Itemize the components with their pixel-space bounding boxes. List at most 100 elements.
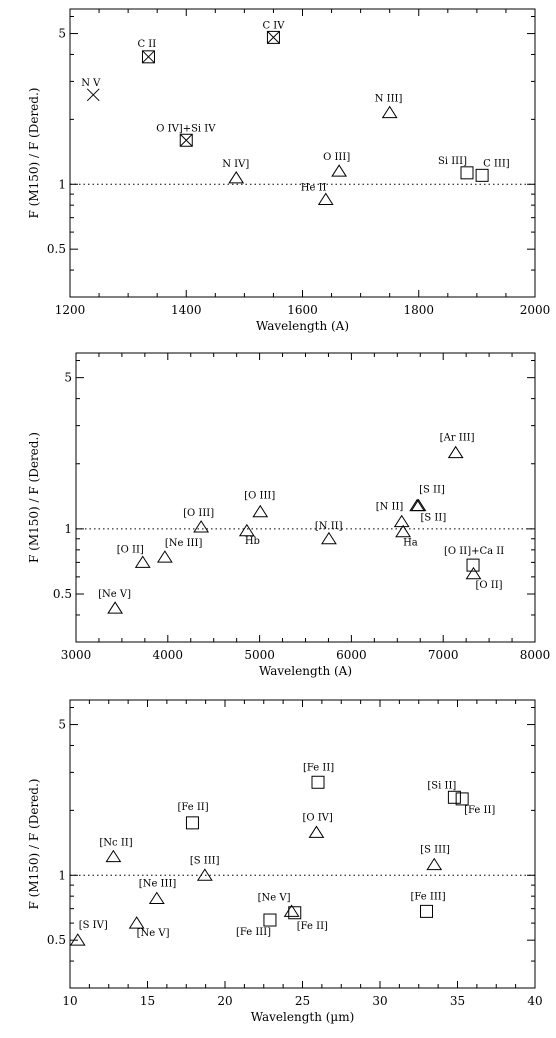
point-label: [Fe II]	[303, 762, 334, 773]
y-tick-label: 0.5	[47, 933, 66, 947]
square-marker	[185, 816, 199, 830]
triangle-marker	[228, 170, 245, 184]
y-tick-label: 1	[64, 522, 72, 536]
triangle-marker	[395, 524, 411, 538]
y-tick-label: 1	[58, 177, 66, 191]
point-label: C II	[137, 39, 156, 50]
x-tick-label: 25	[295, 994, 310, 1008]
x-tick-label: 7000	[428, 648, 459, 662]
x-tick-label: 8000	[520, 648, 551, 662]
point-label: [O III]	[244, 491, 275, 502]
triangle-marker	[320, 531, 337, 545]
point-label: [Nc II]	[99, 838, 132, 849]
point-label: [S II]	[419, 485, 445, 496]
x-tick-label: 1200	[55, 303, 86, 317]
y-tick-label: 0.5	[47, 242, 66, 256]
square-marker	[263, 913, 277, 927]
cross-marker	[142, 50, 155, 64]
y-tick-label: 1	[58, 868, 66, 882]
point-label: [N II]	[315, 521, 343, 532]
triangle-marker	[283, 904, 300, 917]
triangle-marker	[410, 498, 427, 512]
x-tick-label: 10	[62, 994, 77, 1008]
triangle-marker	[128, 916, 145, 929]
x-tick-label: 5000	[244, 648, 275, 662]
square-marker	[141, 50, 155, 64]
x-axis-title: Wavelength (µm)	[251, 1010, 355, 1024]
point-label: C III]	[483, 158, 510, 169]
square-marker	[288, 906, 302, 920]
square-marker	[455, 792, 469, 806]
square-marker	[311, 775, 325, 789]
x-axis-title: Wavelength (A)	[256, 319, 349, 333]
square-marker	[420, 904, 433, 918]
triangle-marker	[252, 504, 269, 518]
triangle-marker	[134, 555, 151, 568]
square-marker	[460, 166, 474, 180]
triangle-marker	[238, 523, 255, 537]
chart-panel-1: 1200 1400 1600 1800 2000 0.5 1 5 Wavelength (A) F…	[27, 8, 551, 333]
point-label: Ha	[403, 538, 418, 549]
square-marker	[466, 558, 480, 572]
triangle-marker	[105, 849, 122, 863]
cross-marker	[267, 31, 280, 44]
point-label: [Ar III]	[440, 433, 475, 444]
triangle-marker	[331, 164, 348, 177]
point-label: [Fe II]	[297, 921, 328, 932]
point-label: [O II]+Ca II	[444, 546, 504, 557]
triangle-marker	[393, 514, 410, 528]
square-marker	[447, 790, 461, 804]
y-axis-title: F (M150) / F (Dered.)	[27, 432, 41, 563]
triangle-marker	[156, 550, 173, 563]
point-label: Hb	[245, 536, 260, 547]
x-tick-label: 1600	[287, 303, 318, 317]
x-tick-label: 35	[450, 994, 465, 1008]
triangle-marker	[193, 520, 210, 533]
point-label: [Fe III]	[236, 927, 271, 938]
point-label: [O III]	[183, 508, 214, 519]
point-label: [S III]	[190, 855, 220, 866]
point-label: [O II]	[117, 544, 144, 555]
x-tick-label: 6000	[336, 648, 367, 662]
square-marker	[179, 133, 193, 147]
point-label: [Ne V]	[98, 589, 131, 600]
square-marker	[266, 30, 280, 44]
point-label: N III]	[375, 94, 403, 105]
triangle-marker	[196, 868, 213, 881]
y-tick-label: 0.5	[53, 587, 72, 601]
point-label: O IV]+Si IV	[156, 123, 216, 134]
point-label: [Ne III]	[165, 538, 203, 549]
point-label: [Ne III]	[139, 879, 177, 890]
y-tick-label: 5	[64, 371, 72, 385]
x-tick-label: 4000	[153, 648, 184, 662]
point-label: C IV	[262, 20, 285, 31]
chart-panel-2: 3000 4000 5000 6000 7000 8000 0.5 1 5 Wavelength …	[27, 352, 551, 678]
x-marker	[86, 88, 100, 102]
triangle-marker	[426, 857, 443, 871]
point-label: [O IV]	[302, 812, 332, 823]
point-label: N IV]	[222, 159, 249, 170]
plot-frame	[75, 352, 536, 643]
x-tick-label: 2000	[520, 303, 551, 317]
point-label: [Fe III]	[411, 891, 446, 902]
y-tick-label: 5	[58, 718, 66, 732]
point-label: O III]	[323, 152, 350, 163]
triangle-marker	[107, 601, 124, 614]
triangle-marker	[317, 192, 334, 205]
x-axis-title: Wavelength (A)	[259, 664, 352, 678]
triangle-marker	[308, 825, 325, 838]
triangle-marker	[381, 105, 398, 119]
point-label: [S III]	[420, 845, 450, 856]
triangle-marker	[148, 891, 165, 905]
plot-frame	[69, 8, 536, 298]
x-tick-label: 1400	[171, 303, 202, 317]
x-tick-label: 40	[527, 994, 542, 1008]
point-label: [O II]	[475, 580, 502, 591]
x-tick-label: 20	[217, 994, 232, 1008]
point-label: [Fe II]	[464, 805, 495, 816]
y-axis-title: F (M150) / F (Dered.)	[27, 88, 41, 219]
square-marker	[475, 168, 489, 182]
x-tick-label: 3000	[61, 648, 92, 662]
